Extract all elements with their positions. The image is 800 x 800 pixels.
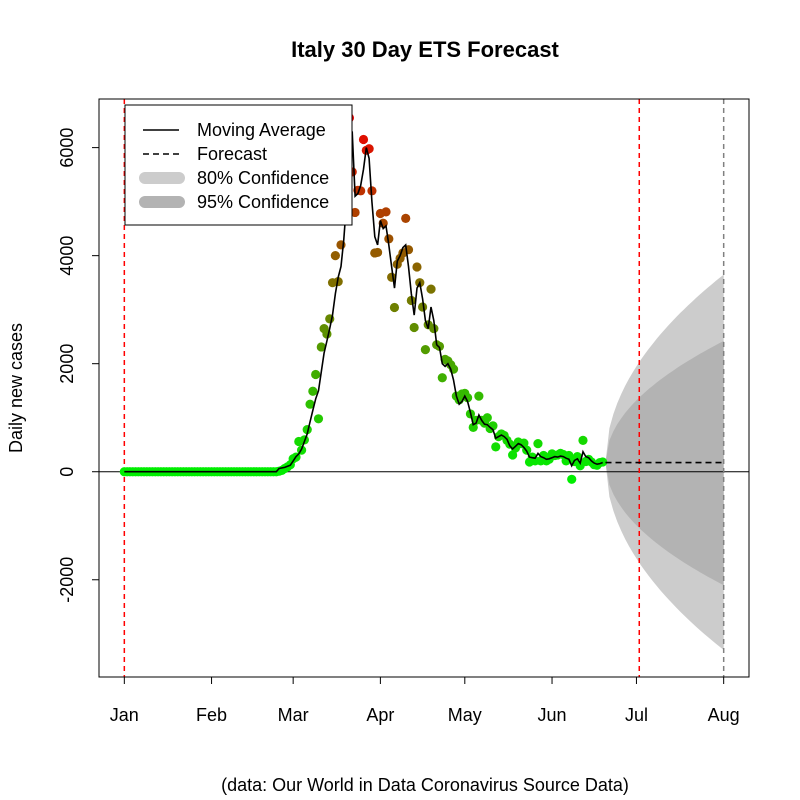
x-tick-label: Aug — [708, 705, 740, 725]
data-point — [330, 251, 340, 261]
x-tick-label: Feb — [196, 705, 227, 725]
data-point — [567, 474, 577, 484]
data-point — [311, 369, 321, 380]
data-point — [468, 422, 478, 433]
data-point — [572, 452, 582, 462]
data-point — [406, 295, 416, 306]
y-tick-label: 4000 — [57, 236, 77, 276]
y-tick-label: -2000 — [57, 557, 77, 603]
data-point — [358, 134, 369, 145]
data-point — [598, 457, 608, 467]
data-source-caption: (data: Our World in Data Coronavirus Sou… — [221, 775, 629, 795]
y-tick-label: 0 — [57, 467, 77, 477]
data-point — [491, 442, 501, 452]
data-point — [417, 302, 428, 312]
data-point — [412, 262, 422, 272]
data-point — [426, 284, 436, 294]
data-point — [409, 322, 419, 333]
y-tick-label: 2000 — [57, 344, 77, 384]
legend-label: 80% Confidence — [197, 168, 329, 188]
data-point — [384, 234, 394, 244]
y-axis-label: Daily new cases — [6, 323, 26, 453]
legend: Moving Average Forecast 80% Confidence 95% … — [124, 104, 353, 226]
data-point — [316, 342, 326, 352]
data-point — [322, 329, 332, 339]
legend-label: Moving Average — [197, 120, 326, 140]
y-tick-label: 6000 — [57, 128, 77, 168]
data-point — [313, 414, 324, 424]
legend-label: Forecast — [197, 144, 267, 164]
plot-frame — [98, 98, 750, 678]
data-point — [305, 399, 315, 409]
x-tick-label: Jul — [625, 705, 648, 725]
x-tick-label: Apr — [366, 705, 394, 725]
data-point — [401, 213, 411, 223]
data-point — [508, 450, 518, 460]
data-point — [389, 302, 400, 313]
data-point — [474, 391, 484, 401]
data-point — [350, 207, 360, 218]
data-point — [437, 373, 447, 383]
chart-title: Italy 30 Day ETS Forecast — [291, 37, 559, 62]
data-point — [533, 439, 543, 449]
data-point — [482, 413, 492, 423]
x-tick-label: May — [448, 705, 482, 725]
plot-area: -2000 0 2000 4000 6000 Jan Feb Mar Apr May Jun Jul A… — [57, 98, 750, 725]
data-point — [381, 207, 391, 217]
x-tick-label: Mar — [278, 705, 309, 725]
data-point — [308, 386, 318, 396]
data-point — [420, 345, 431, 355]
data-point — [429, 323, 439, 334]
data-point — [578, 435, 588, 445]
data-point — [372, 247, 383, 258]
moving-average-line — [124, 131, 603, 473]
x-tick-label: Jun — [538, 705, 567, 725]
legend-label: 95% Confidence — [197, 192, 329, 212]
confidence-band-80 — [605, 341, 724, 586]
x-tick-label: Jan — [110, 705, 139, 725]
